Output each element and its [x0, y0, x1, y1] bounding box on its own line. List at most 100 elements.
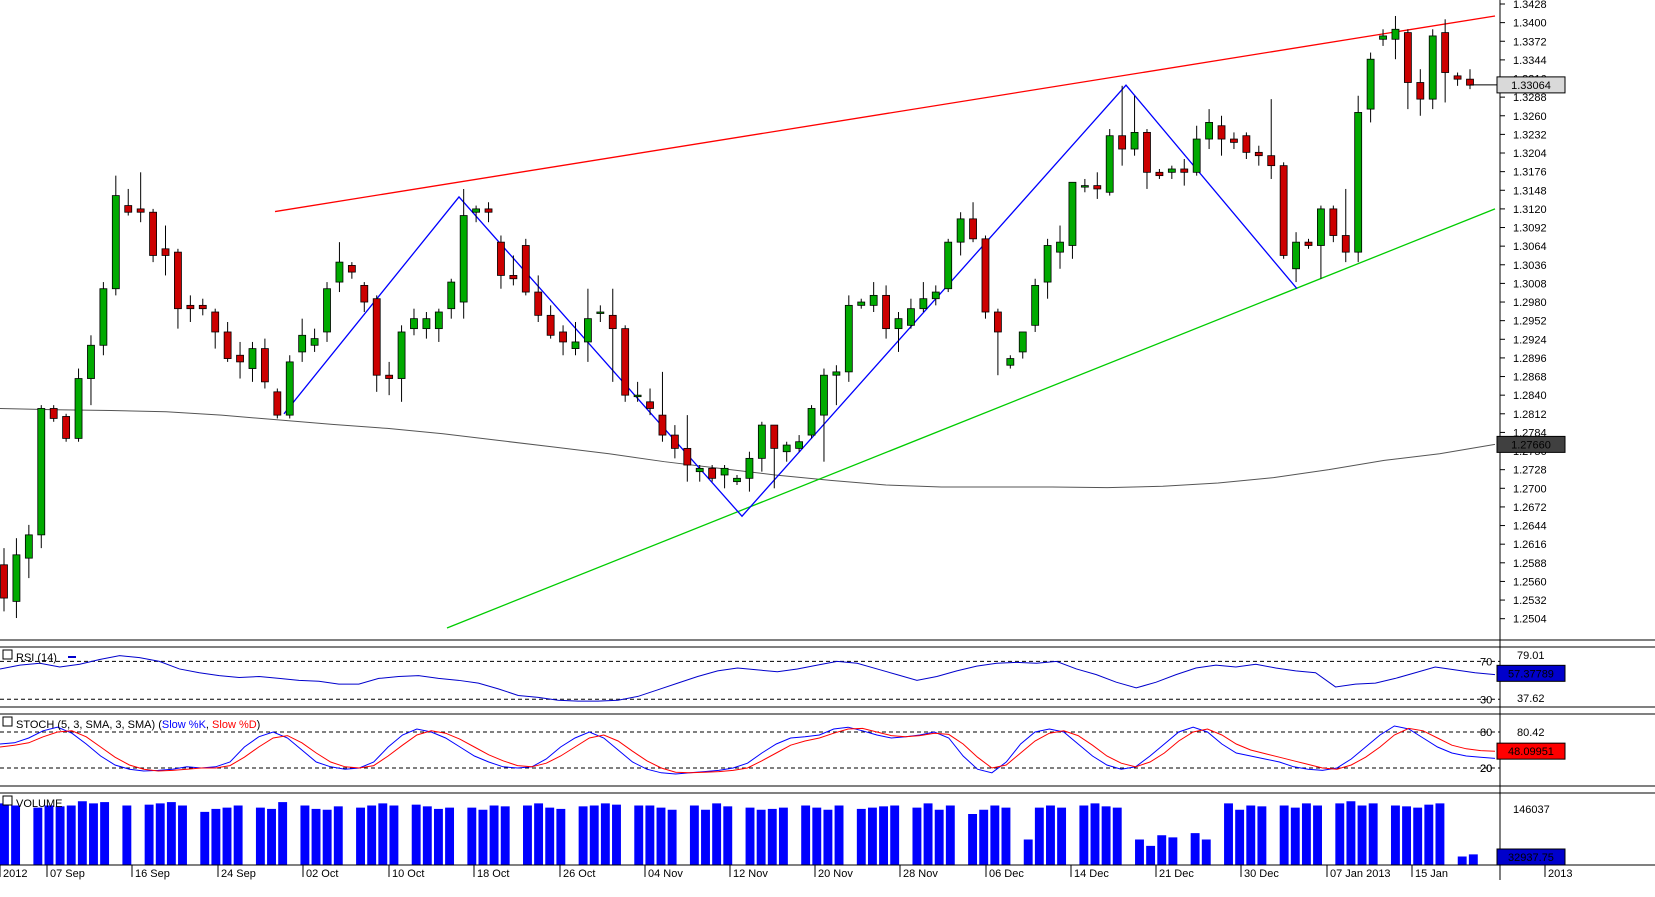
candle-body — [1379, 35, 1387, 40]
candle-body — [1018, 331, 1027, 353]
candle-body — [894, 318, 903, 330]
volume-bar — [823, 809, 833, 865]
candle-body — [1217, 125, 1226, 140]
candle-body — [372, 298, 381, 376]
candle-body — [410, 318, 418, 330]
volume-bar — [589, 805, 599, 865]
candle — [149, 208, 157, 263]
candle — [733, 474, 741, 485]
candle — [410, 308, 418, 336]
candle-body — [323, 288, 331, 333]
candle-body — [1466, 78, 1474, 86]
x-tick-label: 04 Nov — [648, 868, 683, 880]
candle-body — [12, 554, 21, 602]
candle-body — [1279, 165, 1288, 256]
candle — [497, 235, 505, 289]
stoch-value-badge: 48.09951 — [1496, 742, 1566, 760]
candle-body — [559, 331, 567, 343]
candle — [1192, 125, 1201, 176]
volume-bar — [1079, 805, 1089, 865]
rsi-axis-label: 79.01 — [1517, 650, 1545, 662]
price-tick-label: 1.3232 — [1513, 129, 1547, 141]
candle — [260, 338, 269, 389]
candle-body — [621, 328, 630, 396]
volume-bar — [1023, 839, 1033, 865]
candle-body — [273, 391, 282, 416]
volume-bar — [478, 809, 488, 865]
price-tick-label: 1.3036 — [1513, 260, 1547, 272]
candle-body — [248, 348, 257, 369]
candle — [1441, 19, 1450, 103]
candle-body — [981, 238, 990, 313]
candle — [559, 325, 567, 356]
candle — [670, 425, 679, 459]
price-tick-label: 1.2616 — [1513, 539, 1547, 551]
candle — [37, 405, 46, 549]
candle-body — [1056, 241, 1064, 253]
volume-bar — [1402, 806, 1412, 865]
resistance-trendline — [274, 15, 1496, 213]
volume-bar — [1135, 839, 1144, 865]
volume-bar — [1435, 803, 1445, 865]
candle — [397, 325, 406, 402]
candle-body — [720, 467, 729, 476]
candle — [1080, 178, 1089, 193]
candle — [1217, 115, 1226, 156]
volume-bar — [879, 806, 888, 865]
candle-body — [385, 374, 394, 379]
candle — [683, 415, 692, 482]
volume-bar — [656, 807, 666, 865]
candle-body — [397, 331, 406, 379]
volume-bar — [1279, 805, 1289, 865]
candle — [1180, 159, 1189, 186]
candle-body — [534, 291, 543, 316]
rsi-close-box — [2, 649, 13, 660]
candle-body — [832, 371, 841, 376]
volume-bar — [767, 808, 777, 865]
volume-bar — [812, 807, 822, 865]
candle-body — [596, 311, 605, 314]
candle-body — [733, 477, 741, 483]
x-tick-label: 28 Nov — [903, 868, 938, 880]
candle-body — [1093, 185, 1102, 190]
candle — [720, 465, 729, 489]
volume-bar — [1235, 809, 1245, 865]
candle-body — [198, 304, 207, 310]
volume-bar — [756, 809, 766, 865]
candle-body — [124, 205, 133, 213]
volume-bar — [500, 806, 510, 865]
candle-body — [1080, 185, 1089, 188]
price-tick-label: 1.2700 — [1513, 483, 1547, 495]
price-tick-label: 1.3428 — [1513, 0, 1547, 11]
candle — [0, 548, 8, 612]
x-tick-label: 18 Oct — [477, 868, 509, 880]
zigzag-trendline — [283, 84, 1298, 518]
rsi-pane: 70 30 RSI (14) — [0, 649, 1500, 706]
candle — [273, 388, 282, 419]
volume-bar — [1112, 807, 1122, 865]
volume-axis-label: 146037 — [1513, 804, 1550, 816]
candle-body — [745, 457, 754, 479]
x-tick-label: 16 Sep — [135, 868, 170, 880]
candle-body — [1031, 284, 1040, 326]
candle-body — [931, 291, 940, 300]
price-tick-label: 1.2868 — [1513, 372, 1547, 384]
candle-body — [111, 195, 120, 290]
candle — [745, 451, 754, 492]
price-tick-label: 1.3344 — [1513, 55, 1547, 67]
candle — [1403, 29, 1412, 110]
price-tick-label: 1.3120 — [1513, 204, 1547, 216]
candle — [1105, 129, 1114, 196]
price-tick-label: 1.2728 — [1513, 465, 1547, 477]
candle — [385, 361, 394, 396]
candle — [621, 325, 630, 402]
volume-bar — [89, 803, 98, 865]
candle — [1118, 85, 1127, 166]
volume-bar — [578, 806, 588, 865]
volume-bar — [178, 805, 187, 865]
volume-bar — [667, 809, 677, 865]
x-tick-label: 12 Nov — [733, 868, 768, 880]
candle-body — [0, 564, 8, 599]
volume-bar — [333, 806, 343, 865]
